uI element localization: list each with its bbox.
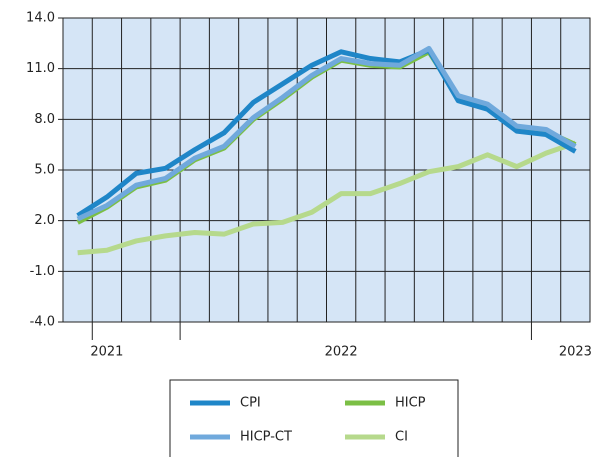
x-tick-label: 2023 — [559, 345, 591, 360]
legend-label: CI — [395, 430, 408, 445]
y-tick-label: -4.0 — [30, 315, 55, 330]
x-tick-label: 2021 — [90, 345, 123, 360]
series-line — [76, 45, 577, 222]
x-tick-label: 2022 — [325, 345, 358, 360]
plot-border — [62, 17, 591, 323]
y-tick-label: 2.0 — [34, 213, 55, 228]
series-line — [76, 47, 577, 218]
legend-label: HICP — [395, 396, 426, 411]
series-line — [77, 140, 577, 256]
y-tick-label: 8.0 — [34, 112, 55, 127]
y-tick-label: 14.0 — [26, 11, 55, 26]
legend-label: CPI — [240, 396, 261, 411]
y-tick-label: 11.0 — [26, 61, 55, 76]
legend-label: HICP-CT — [240, 430, 292, 445]
y-tick-label: 5.0 — [34, 163, 55, 178]
legend-box — [169, 379, 459, 457]
y-tick-label: -1.0 — [30, 264, 55, 279]
